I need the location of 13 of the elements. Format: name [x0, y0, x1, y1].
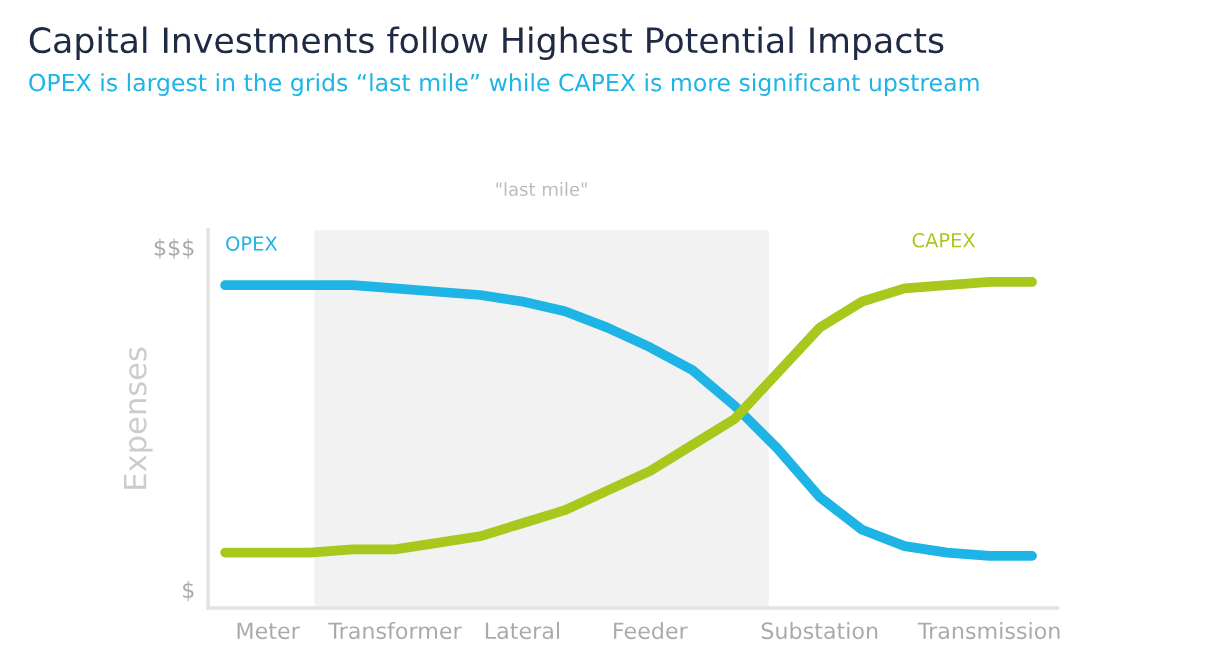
series-label: CAPEX	[912, 232, 976, 248]
text: $$$	[154, 238, 194, 259]
x-tick-label: Transformer	[328, 621, 462, 640]
text: "last mile"	[496, 182, 587, 197]
x-tick-label: Transmission	[917, 621, 1060, 640]
series-label: OPEX	[226, 236, 278, 251]
chart-subtitle: OPEX is largest in the grids “last mile” while CAPEX is more significant upstream	[29, 73, 979, 97]
chart-title: Capital Investments follow Highest Potential Impacts	[29, 26, 944, 61]
x-tick-label: Lateral	[485, 621, 559, 640]
x-tick-label: Feeder	[614, 621, 688, 640]
text: $	[183, 581, 194, 602]
x-tick-label: Meter	[237, 622, 300, 640]
x-tick-label: Substation	[761, 621, 878, 640]
